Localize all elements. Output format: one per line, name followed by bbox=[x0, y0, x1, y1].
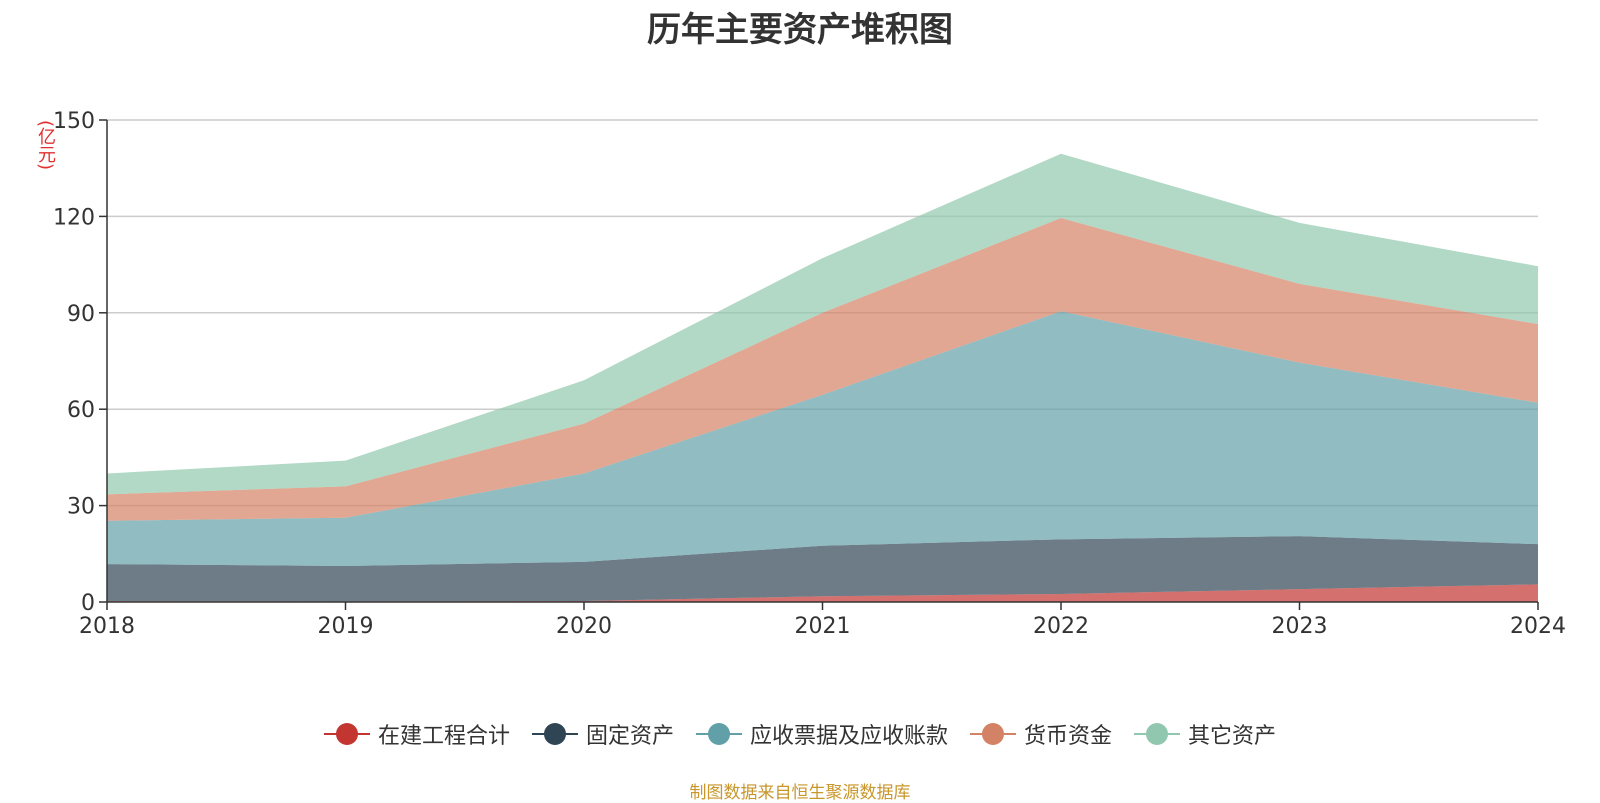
x-tick-label: 2024 bbox=[1510, 614, 1566, 639]
area-series-3 bbox=[107, 218, 1538, 521]
area-series bbox=[107, 153, 1538, 602]
legend-label: 固定资产 bbox=[585, 724, 674, 749]
y-axis-unit-label: (亿元) bbox=[35, 120, 56, 171]
area-series-4 bbox=[107, 153, 1538, 495]
legend-marker bbox=[531, 722, 578, 746]
x-tick-label: 2020 bbox=[556, 614, 612, 639]
legend-item-1[interactable]: 固定资产 bbox=[531, 718, 674, 750]
legend-marker bbox=[323, 722, 370, 746]
legend-item-0[interactable]: 在建工程合计 bbox=[323, 718, 510, 750]
x-tick-label: 2021 bbox=[795, 614, 851, 639]
y-tick-label: 90 bbox=[67, 302, 95, 327]
tick-labels: 0 30 60 90 120 150 2018 2019 2020 2021 2022 2023 202… bbox=[53, 109, 1566, 639]
legend-label: 货币资金 bbox=[1024, 724, 1113, 749]
legend-item-4[interactable]: 其它资产 bbox=[1134, 718, 1276, 750]
legend-label: 应收票据及应收账款 bbox=[749, 724, 948, 749]
y-tick-label: 150 bbox=[53, 109, 95, 134]
chart-title: 历年主要资产堆积图 bbox=[647, 10, 953, 50]
y-tick-label: 60 bbox=[67, 398, 95, 423]
legend-item-3[interactable]: 货币资金 bbox=[970, 718, 1112, 750]
axes bbox=[99, 119, 1539, 610]
area-series-1 bbox=[107, 536, 1538, 602]
legend: 在建工程合计 固定资产 应收票据及应收账款 货币资金 其它资产 bbox=[0, 718, 1600, 750]
legend-marker bbox=[1134, 722, 1181, 746]
y-tick-label: 0 bbox=[81, 591, 95, 616]
legend-label: 其它资产 bbox=[1188, 724, 1277, 749]
legend-label: 在建工程合计 bbox=[377, 724, 510, 749]
legend-item-2[interactable]: 应收票据及应收账款 bbox=[695, 718, 948, 750]
source-note: 制图数据来自恒生聚源数据库 bbox=[689, 783, 911, 803]
x-tick-label: 2018 bbox=[79, 614, 135, 639]
stacked-area-chart: 0 30 60 90 120 150 2018 2019 2020 2021 2022 2023 202… bbox=[53, 109, 1566, 639]
y-tick-label: 30 bbox=[67, 495, 95, 520]
area-series-0 bbox=[107, 584, 1538, 602]
legend-marker bbox=[695, 722, 742, 746]
y-tick-label: 120 bbox=[53, 205, 95, 230]
x-tick-label: 2022 bbox=[1033, 614, 1089, 639]
area-series-2 bbox=[107, 311, 1538, 567]
x-tick-label: 2019 bbox=[318, 614, 374, 639]
x-tick-label: 2023 bbox=[1272, 614, 1328, 639]
legend-marker bbox=[970, 722, 1016, 746]
